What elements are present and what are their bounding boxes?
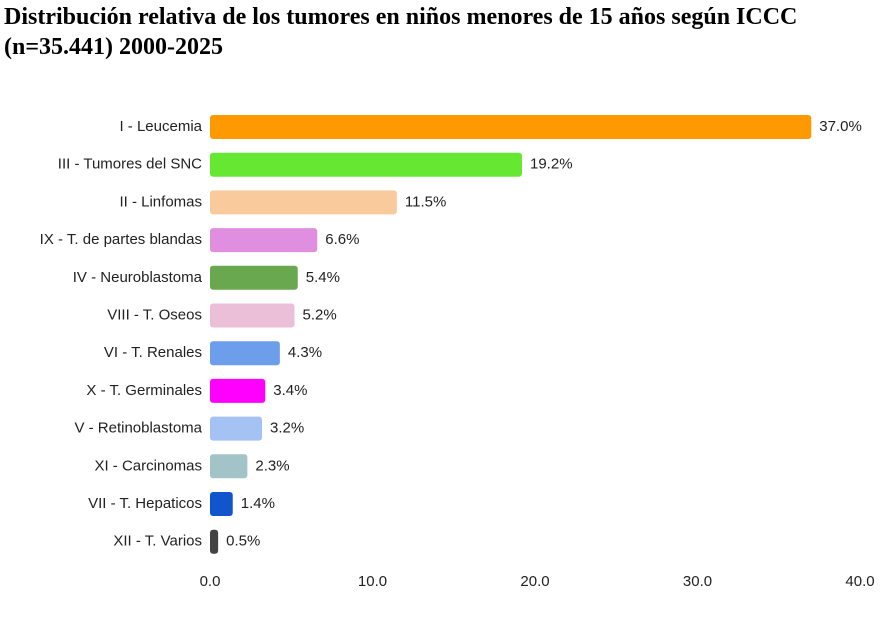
x-tick-label: 20.0 [520,573,549,590]
y-tick-label: VIII - T. Oseos [107,306,202,323]
y-tick-label: X - T. Germinales [86,382,202,399]
value-label: 37.0% [819,118,862,135]
x-tick-label: 0.0 [200,573,221,590]
bar [210,190,397,215]
bar [210,492,233,516]
x-tick-label: 10.0 [358,573,387,590]
value-label: 5.2% [303,306,337,323]
y-tick-label: I - Leucemia [119,118,202,135]
x-tick-label: 40.0 [845,573,874,590]
value-label: 3.2% [270,420,304,437]
y-tick-label: IX - T. de partes blandas [40,231,202,248]
x-tick-label: 30.0 [683,573,712,590]
y-tick-label: IV - Neuroblastoma [73,269,203,286]
y-tick-label: III - Tumores del SNC [58,156,202,173]
bar [210,265,298,290]
bar [210,529,219,554]
bar [210,228,318,253]
bar [210,115,812,139]
y-tick-label: VII - T. Hepaticos [88,495,202,512]
bar [210,152,522,177]
value-label: 19.2% [530,156,573,173]
value-label: 1.4% [241,495,275,512]
y-tick-label: VI - T. Renales [104,344,202,361]
bar [210,454,248,479]
value-label: 3.4% [273,382,307,399]
bar [210,416,262,441]
y-tick-label: XII - T. Varios [113,533,202,550]
value-label: 5.4% [306,269,340,286]
value-label: 2.3% [255,457,289,474]
bar [210,341,280,366]
value-label: 6.6% [325,231,359,248]
bar [210,378,266,403]
y-tick-label: II - Linfomas [119,193,202,210]
y-tick-label: V - Retinoblastoma [74,420,202,437]
value-label: 4.3% [288,344,322,361]
y-tick-label: XI - Carcinomas [94,457,202,474]
bar [210,303,295,328]
chart-title: Distribución relativa de los tumores en … [4,4,798,60]
value-label: 0.5% [226,533,260,550]
value-label: 11.5% [405,193,446,210]
